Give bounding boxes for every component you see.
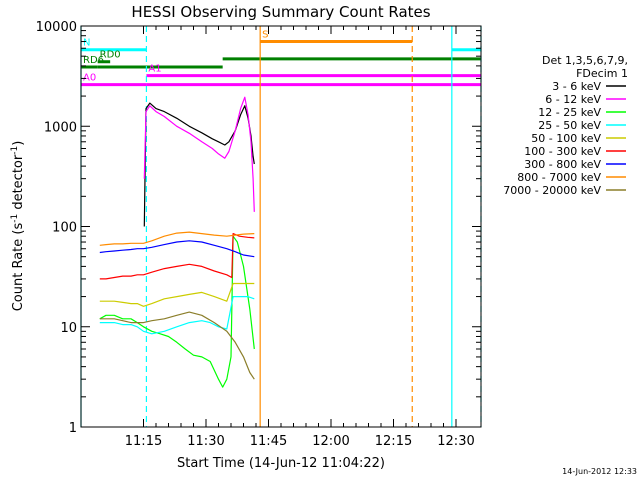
series-line [99, 235, 255, 388]
legend-entry-label: 3 - 6 keV [552, 80, 601, 93]
y-tick-label: 100 [52, 221, 77, 236]
vertical-markers [80, 26, 482, 427]
series-line [143, 96, 255, 212]
series-line [99, 282, 255, 307]
status-band-label: RD6 [83, 55, 104, 66]
legend-entry-label: 50 - 100 keV [531, 132, 601, 145]
chart-title: HESSI Observing Summary Count Rates [131, 3, 430, 21]
y-tick-label: 1 [69, 421, 77, 436]
y-tick-label: 10 [60, 321, 77, 336]
legend-entry-label: 100 - 300 keV [524, 145, 601, 158]
x-tick-label: 12:30 [437, 434, 474, 449]
status-band-label: A0 [83, 73, 96, 84]
x-tick-label: 11:15 [125, 434, 162, 449]
x-axis-ticks: 11:15 11:30 11:45 12:00 12:15 12:30 [125, 26, 475, 449]
legend-entry-label: 800 - 7000 keV [517, 171, 601, 184]
series-group [99, 96, 255, 388]
status-band-label: RD0 [100, 50, 121, 61]
x-tick-label: 12:00 [312, 434, 349, 449]
x-tick-label: 11:45 [250, 434, 287, 449]
x-axis-label: Start Time (14-Jun-12 11:04:22) [177, 456, 385, 471]
series-line [99, 296, 255, 335]
series-line [99, 233, 255, 280]
y-axis-ticks: 1 10 100 1000 10000 [36, 20, 481, 436]
status-band-label: S [262, 30, 268, 41]
status-band-label: N [83, 38, 90, 49]
x-tick-label: 12:15 [375, 434, 412, 449]
y-axis-label: Count Rate (s-1 detector-1) [10, 141, 26, 312]
series-line [99, 240, 255, 258]
legend-entry-label: 12 - 25 keV [538, 106, 601, 119]
y-tick-label: 10000 [36, 20, 77, 35]
series-line [99, 231, 255, 246]
y-tick-label: 1000 [44, 120, 77, 135]
footer-timestamp: 14-Jun-2012 12:33 [562, 467, 637, 476]
x-tick-label: 11:30 [187, 434, 224, 449]
plot-frame [80, 25, 482, 428]
series-line [99, 311, 255, 380]
status-band-label: A1 [148, 64, 161, 75]
legend-entry-label: 25 - 50 keV [538, 119, 601, 132]
legend-entry-label: 300 - 800 keV [524, 158, 601, 171]
legend-entry-label: 7000 - 20000 keV [503, 184, 601, 197]
legend-entry-label: 6 - 12 keV [545, 93, 601, 106]
legend-header: FDecim 1 [576, 67, 628, 80]
legend-header: Det 1,3,5,6,7,9, [542, 54, 628, 67]
